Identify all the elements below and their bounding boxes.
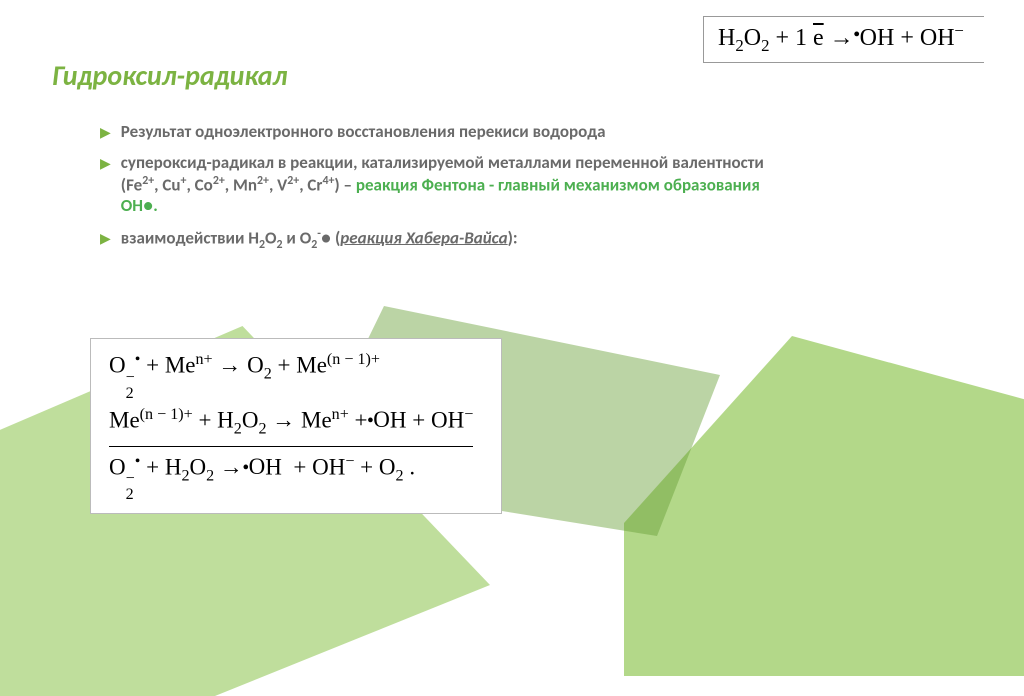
equation-line-3: O−2• + H2O2 → OH + OH− + O2 .: [109, 449, 473, 504]
equation-block: O−2• + Men+ → O2 + Me(n − 1)+ Me(n − 1)+…: [90, 338, 502, 514]
bullet-icon: ▶: [100, 155, 111, 172]
bullet-list: ▶ Результат одноэлектронного восстановле…: [100, 121, 800, 253]
top-equation: H2O2 + 1 e → OH + OH−: [718, 25, 964, 51]
equation-line-1: O−2• + Men+ → O2 + Me(n − 1)+: [109, 347, 473, 402]
bullet-text: взаимодействии Н2О2 и О2-● (реакция Хабе…: [121, 227, 518, 253]
slide-content: H2O2 + 1 e → OH + OH− Гидроксил-радикал …: [0, 0, 1024, 253]
bullet-text: Результат одноэлектронного восстановлени…: [121, 121, 606, 142]
bullet-icon: ▶: [100, 124, 111, 141]
top-equation-box: H2O2 + 1 e → OH + OH−: [703, 16, 984, 63]
bullet-item: ▶ Результат одноэлектронного восстановле…: [100, 121, 800, 142]
equation-line-2: Me(n − 1)+ + H2O2 → Men+ + OH + OH−: [109, 402, 473, 442]
equation-divider: [109, 446, 473, 447]
bullet-text: супероксид-радикал в реакции, катализиру…: [121, 152, 800, 216]
bullet-item: ▶ взаимодействии Н2О2 и О2-● (реакция Ха…: [100, 227, 800, 253]
bullet-icon: ▶: [100, 230, 111, 247]
bullet-item: ▶ супероксид-радикал в реакции, катализи…: [100, 152, 800, 216]
